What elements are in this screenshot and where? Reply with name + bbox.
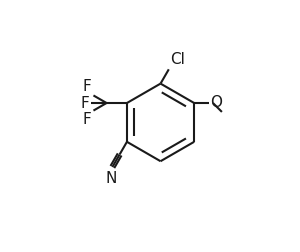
Text: F: F	[83, 112, 92, 127]
Text: F: F	[81, 96, 89, 111]
Text: N: N	[105, 171, 116, 186]
Text: Cl: Cl	[170, 52, 184, 67]
Text: F: F	[83, 79, 92, 94]
Text: O: O	[210, 94, 222, 110]
